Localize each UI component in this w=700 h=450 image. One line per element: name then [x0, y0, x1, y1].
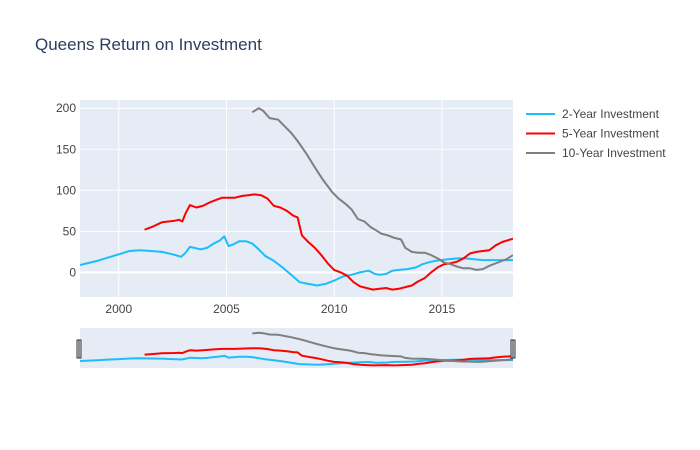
- y-tick-label: 100: [56, 183, 76, 197]
- legend-item-2[interactable]: 5-Year Investment: [526, 127, 660, 141]
- slider-series-line-3: [252, 331, 514, 363]
- legend-label: 2-Year Investment: [562, 107, 660, 121]
- x-tick-label: 2015: [429, 302, 456, 316]
- series-lines: [80, 107, 513, 291]
- y-tick-label: 0: [69, 265, 76, 279]
- x-tick-label: 2000: [105, 302, 132, 316]
- plot-background[interactable]: [80, 100, 513, 297]
- range-slider-handle-right[interactable]: [510, 339, 516, 359]
- grid: [80, 100, 513, 297]
- y-tick-label: 150: [56, 142, 76, 156]
- series-line-1[interactable]: [80, 235, 513, 287]
- chart-title: Queens Return on Investment: [35, 35, 262, 54]
- x-tick-label: 2010: [321, 302, 348, 316]
- x-tick-label: 2005: [213, 302, 240, 316]
- range-slider[interactable]: [80, 328, 513, 368]
- series-line-3[interactable]: [251, 107, 513, 271]
- slider-series-line-1: [79, 354, 513, 366]
- legend-label: 10-Year Investment: [562, 146, 666, 160]
- legend-item-1[interactable]: 2-Year Investment: [526, 107, 660, 121]
- y-tick-label: 200: [56, 101, 76, 115]
- legend: 2-Year Investment 5-Year Investment 10-Yea…: [526, 107, 666, 160]
- legend-label: 5-Year Investment: [562, 127, 660, 141]
- y-tick-label: 50: [63, 224, 77, 238]
- range-slider-lines: [79, 331, 514, 367]
- range-slider-handle-left[interactable]: [76, 339, 82, 359]
- legend-item-3[interactable]: 10-Year Investment: [526, 146, 666, 160]
- y-axis-ticks: 0 50 100 150 200: [56, 101, 76, 279]
- x-axis-ticks: 2000 2005 2010 2015: [105, 302, 455, 316]
